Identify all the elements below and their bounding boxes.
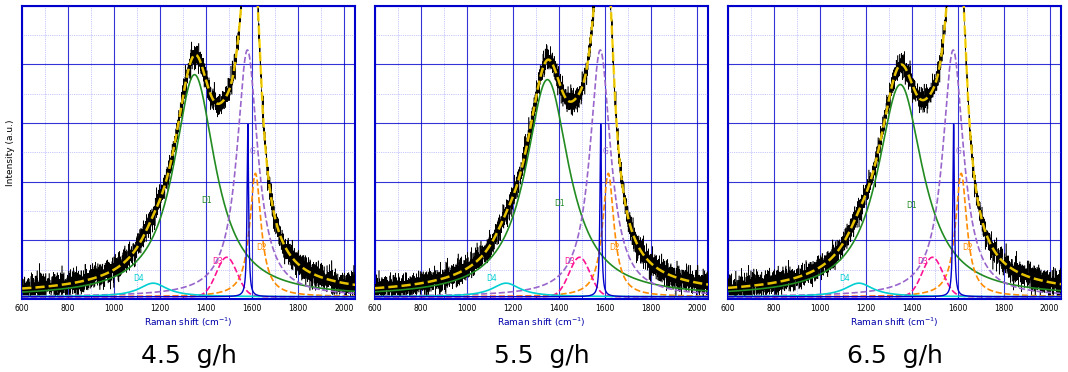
Text: G: G bbox=[602, 147, 609, 155]
Text: D2: D2 bbox=[256, 243, 267, 252]
Text: D4: D4 bbox=[134, 273, 144, 283]
Text: D3: D3 bbox=[565, 257, 576, 266]
Text: D1: D1 bbox=[554, 199, 565, 208]
Text: D1: D1 bbox=[201, 196, 211, 205]
Text: D2: D2 bbox=[962, 243, 973, 252]
Text: D2: D2 bbox=[610, 243, 621, 252]
Text: D1: D1 bbox=[907, 201, 917, 209]
Text: D4: D4 bbox=[839, 273, 850, 283]
Text: G: G bbox=[956, 147, 961, 155]
Text: 4.5  g/h: 4.5 g/h bbox=[141, 344, 237, 368]
X-axis label: Raman shift (cm$^{-1}$): Raman shift (cm$^{-1}$) bbox=[850, 316, 939, 329]
Text: G: G bbox=[250, 147, 255, 155]
Text: 5.5  g/h: 5.5 g/h bbox=[493, 344, 590, 368]
Text: D3: D3 bbox=[211, 257, 222, 266]
Text: 6.5  g/h: 6.5 g/h bbox=[847, 344, 942, 368]
Text: D3: D3 bbox=[917, 257, 928, 266]
Text: D4: D4 bbox=[487, 273, 498, 283]
X-axis label: Raman shift (cm$^{-1}$): Raman shift (cm$^{-1}$) bbox=[144, 316, 233, 329]
X-axis label: Raman shift (cm$^{-1}$): Raman shift (cm$^{-1}$) bbox=[498, 316, 586, 329]
Y-axis label: Intensity (a.u.): Intensity (a.u.) bbox=[5, 119, 15, 186]
